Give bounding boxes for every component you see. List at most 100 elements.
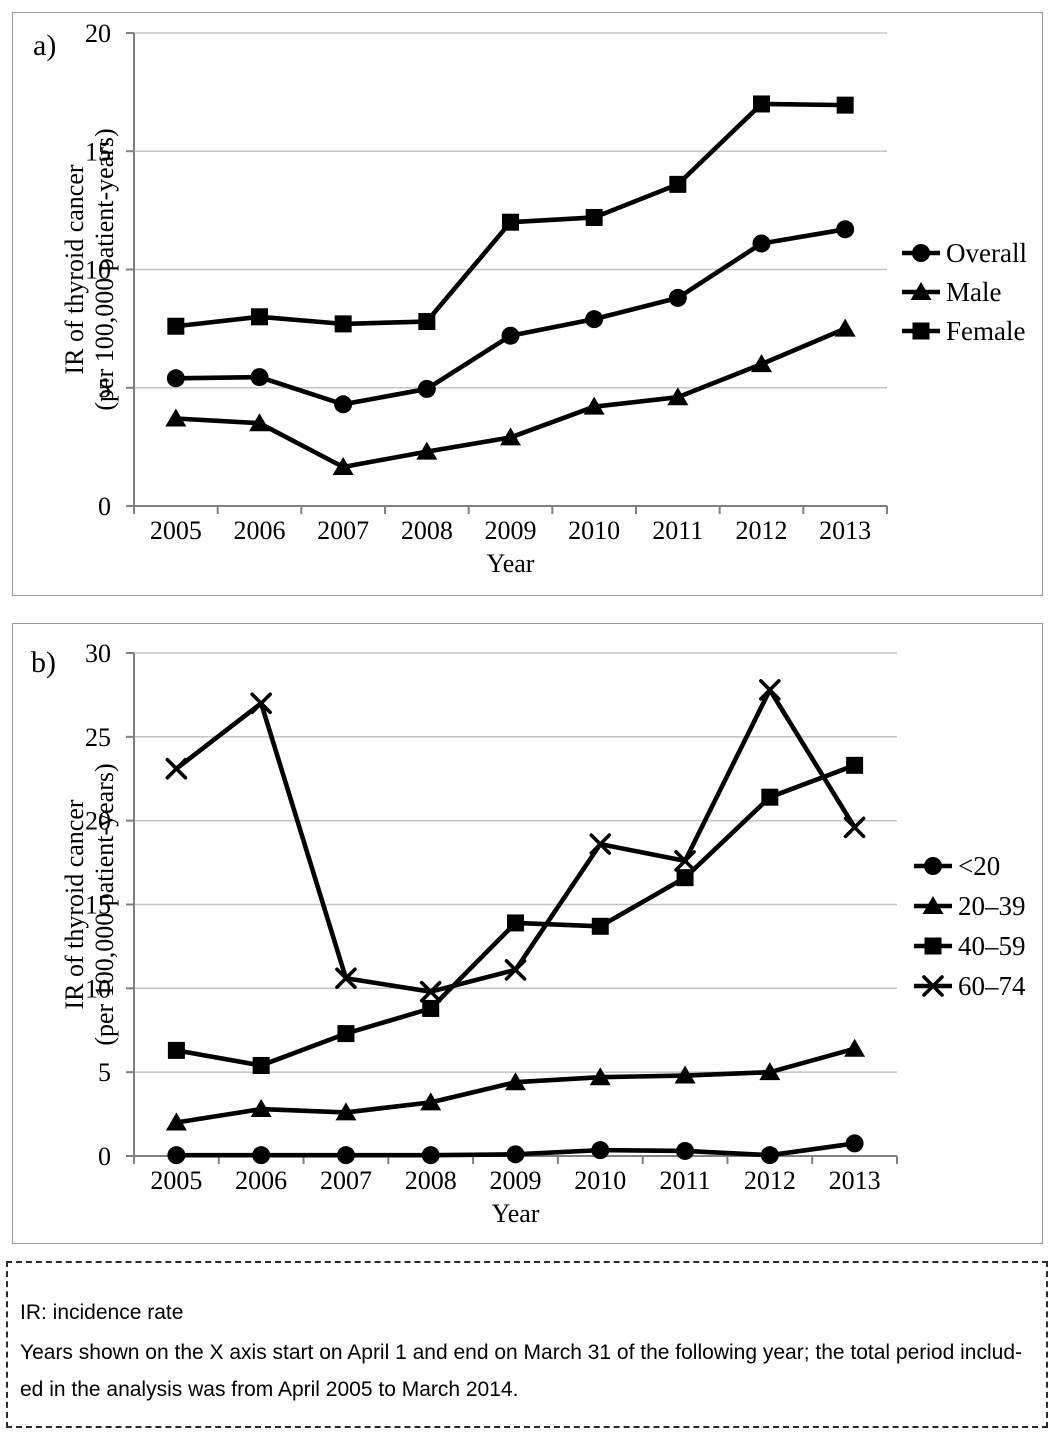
data-point-40–59-2011	[676, 869, 694, 887]
data-point-60–74-2008	[419, 980, 442, 1003]
series-line-Male	[173, 326, 848, 470]
legend-label-Female: Female	[946, 316, 1025, 346]
legend-marker-triangle	[910, 282, 932, 300]
data-point-60–74-2005	[165, 757, 188, 780]
data-point-60–74-2006	[250, 692, 272, 715]
y-tick-label: 25	[85, 723, 111, 752]
data-point-20–39-2009	[505, 1072, 526, 1091]
chart-b-plot: 0 5 10 15 20 25 30 2005 2006 2007 2008 2009 2010 2011…	[60, 639, 1026, 1228]
x-tick-label: 2008	[405, 1166, 457, 1195]
data-point-Female-2010	[585, 208, 603, 226]
legend-label-60–74: 60–74	[958, 971, 1026, 1001]
data-point-40–59-2009	[507, 914, 524, 932]
data-point-Overall-2005	[166, 369, 185, 388]
data-point-20–39-2013	[844, 1038, 866, 1057]
legend-marker-circle	[924, 857, 942, 875]
data-point-<20-2012	[760, 1146, 779, 1165]
data-point-Female-2006	[251, 308, 268, 326]
y-tick-label: 20	[85, 19, 111, 48]
panel-b: b) 0 5 10 15 20 25 30 2005 2006 2007 2008 2009 2010 2…	[12, 623, 1043, 1244]
data-point-<20-2013	[845, 1134, 864, 1153]
data-point-<20-2008	[421, 1146, 440, 1165]
data-point-20–39-2011	[674, 1065, 696, 1084]
x-tick-label: 2013	[819, 516, 871, 545]
footnote-note-line2: ed in the analysis was from April 2005 t…	[20, 1378, 519, 1401]
x-tick-label: 2006	[235, 1166, 287, 1195]
y-tick-label: 0	[98, 492, 111, 521]
data-point-60–74-2010	[589, 833, 612, 855]
data-point-Overall-2006	[250, 368, 269, 387]
legend-marker-triangle	[922, 896, 944, 914]
chart-a-plot: 0 5 10 15 20 2005 2006 2007 2008 2009 2010 2011 2012…	[60, 19, 1027, 578]
y-axis-title: (per 100,000 patient-years)	[90, 763, 119, 1045]
data-point-Male-2005	[165, 408, 187, 427]
data-point-Overall-2012	[752, 234, 771, 253]
data-point-Female-2011	[669, 175, 687, 193]
footnote-box: IR: incidence rate Years shown on the X …	[6, 1261, 1048, 1428]
footnote-abbreviation: IR: incidence rate	[20, 1301, 184, 1324]
data-point-Overall-2010	[585, 310, 604, 329]
x-axis-title: Year	[487, 549, 535, 578]
footnote-note-line1: Years shown on the X axis start on April…	[20, 1341, 1022, 1364]
x-tick-label: 2005	[150, 1166, 202, 1195]
data-point-Female-2012	[753, 95, 770, 113]
y-tick-label: 10	[85, 256, 111, 285]
y-axis-title: IR of thyroid cancer	[60, 799, 89, 1009]
x-tick-label: 2009	[485, 516, 537, 545]
data-point-Male-2009	[500, 427, 521, 446]
data-point-<20-2007	[336, 1146, 355, 1165]
y-tick-label: 0	[98, 1142, 111, 1171]
x-tick-label: 2009	[490, 1166, 542, 1195]
data-point-60–74-2013	[843, 816, 866, 839]
x-axis-title: Year	[492, 1199, 540, 1228]
data-point-Male-2011	[667, 387, 689, 406]
data-point-Female-2007	[334, 315, 352, 333]
data-point-Overall-2011	[668, 288, 687, 307]
x-tick-label: 2011	[652, 516, 703, 545]
data-point-Male-2010	[583, 396, 605, 415]
data-point-<20-2005	[167, 1146, 186, 1165]
data-point-20–39-2012	[759, 1062, 781, 1081]
x-tick-label: 2012	[736, 516, 788, 545]
data-point-<20-2009	[506, 1145, 525, 1164]
data-point-<20-2011	[676, 1141, 695, 1160]
data-point-20–39-2007	[335, 1102, 357, 1121]
data-point-Male-2012	[751, 354, 772, 373]
data-point-Female-2009	[502, 213, 519, 231]
data-point-Male-2008	[416, 441, 438, 460]
data-point-<20-2006	[252, 1146, 271, 1165]
y-tick-label: 30	[85, 639, 111, 668]
panel-a: a) 0 5 10 15 20 2005 2006 2007 2008 2009 2010 2011 2…	[12, 12, 1043, 596]
panel-a-label: a)	[33, 29, 57, 62]
data-point-<20-2010	[591, 1141, 610, 1160]
y-axis-title: (per 100,000 patient-years)	[90, 128, 119, 410]
legend-label-20–39: 20–39	[958, 891, 1026, 921]
data-point-Overall-2007	[334, 395, 353, 414]
x-tick-label: 2010	[568, 516, 620, 545]
x-tick-label: 2005	[150, 516, 202, 545]
data-point-Female-2005	[167, 317, 185, 335]
y-axis-title: IR of thyroid cancer	[60, 164, 89, 374]
series-line-60–74	[174, 687, 857, 994]
data-point-Male-2006	[249, 413, 270, 432]
data-point-40–59-2012	[761, 788, 779, 806]
legend-label-Overall: Overall	[946, 238, 1027, 268]
legend-marker-circle	[912, 244, 930, 262]
data-point-40–59-2008	[422, 999, 440, 1017]
data-point-60–74-2011	[674, 850, 696, 872]
x-tick-label: 2010	[574, 1166, 626, 1195]
y-tick-label: 5	[98, 1058, 111, 1087]
legend-label-<20: <20	[958, 851, 1000, 881]
data-point-40–59-2007	[337, 1025, 355, 1043]
x-tick-label: 2011	[660, 1166, 711, 1195]
data-point-20–39-2005	[165, 1112, 187, 1131]
x-tick-label: 2013	[829, 1166, 881, 1195]
data-point-Overall-2013	[836, 220, 855, 239]
legend-marker-square	[912, 322, 930, 340]
panel-b-label: b)	[31, 646, 56, 679]
y-tick-label: 20	[85, 807, 111, 836]
data-point-Female-2013	[836, 96, 854, 114]
data-point-20–39-2008	[420, 1092, 442, 1111]
data-point-60–74-2012	[759, 679, 781, 701]
